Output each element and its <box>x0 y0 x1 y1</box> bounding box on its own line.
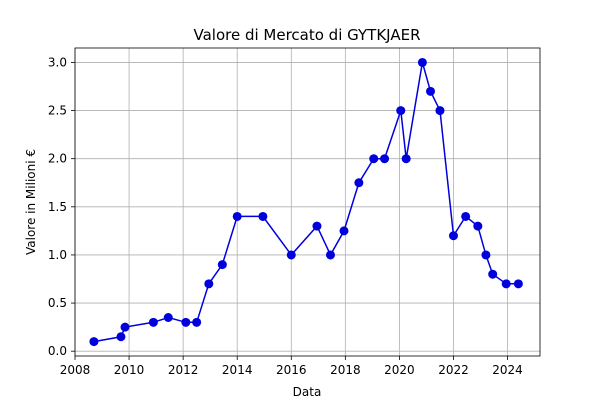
y-tick-label: 3.0 <box>48 55 67 69</box>
data-point <box>369 154 379 164</box>
data-point <box>339 226 349 236</box>
data-point <box>120 322 130 332</box>
data-point <box>312 221 322 231</box>
grid <box>74 48 540 356</box>
data-point <box>258 211 268 221</box>
y-tick-label: 2.0 <box>48 152 67 166</box>
data-point <box>481 250 491 260</box>
x-tick-label: 2014 <box>222 363 253 377</box>
data-point <box>286 250 296 260</box>
x-axis-label: Data <box>293 385 322 399</box>
y-axis-label: Valore in Milioni € <box>24 149 38 255</box>
data-point <box>417 57 427 67</box>
y-tick-label: 2.5 <box>48 104 67 118</box>
x-tick-label: 2020 <box>384 363 415 377</box>
data-point <box>513 279 523 289</box>
y-tick-label: 0.5 <box>48 296 67 310</box>
data-point <box>501 279 511 289</box>
x-axis: 2008 2010 2012 2014 2016 2018 2020 2022 2024 <box>60 356 523 377</box>
data-point <box>488 269 498 279</box>
data-point <box>354 178 364 188</box>
x-tick-label: 2012 <box>168 363 199 377</box>
data-point <box>116 332 126 342</box>
data-point <box>396 106 406 116</box>
y-tick-label: 0.0 <box>48 344 67 358</box>
data-point <box>89 337 99 347</box>
data-point <box>401 154 411 164</box>
chart-title: Valore di Mercato di GYTKJAER <box>193 26 420 44</box>
data-point <box>426 86 436 96</box>
data-point <box>217 260 227 270</box>
x-tick-label: 2016 <box>276 363 307 377</box>
data-point <box>380 154 390 164</box>
data-point <box>473 221 483 231</box>
data-point <box>435 106 445 116</box>
x-tick-label: 2022 <box>438 363 469 377</box>
y-tick-label: 1.0 <box>48 248 67 262</box>
data-point <box>232 211 242 221</box>
data-point <box>204 279 214 289</box>
y-tick-label: 1.5 <box>48 200 67 214</box>
plot-frame <box>74 47 541 357</box>
x-tick-label: 2010 <box>114 363 145 377</box>
data-point <box>163 313 173 322</box>
data-point <box>461 211 471 221</box>
data-point <box>325 250 335 260</box>
data-point <box>448 231 458 241</box>
data-point <box>192 317 202 327</box>
x-tick-label: 2008 <box>60 363 91 377</box>
series-points <box>89 57 523 347</box>
data-point <box>181 317 191 327</box>
y-axis: 0.0 0.5 1.0 1.5 2.0 2.5 3.0 <box>48 55 75 358</box>
data-point <box>148 317 158 327</box>
x-tick-label: 2024 <box>492 363 523 377</box>
x-tick-label: 2018 <box>330 363 361 377</box>
